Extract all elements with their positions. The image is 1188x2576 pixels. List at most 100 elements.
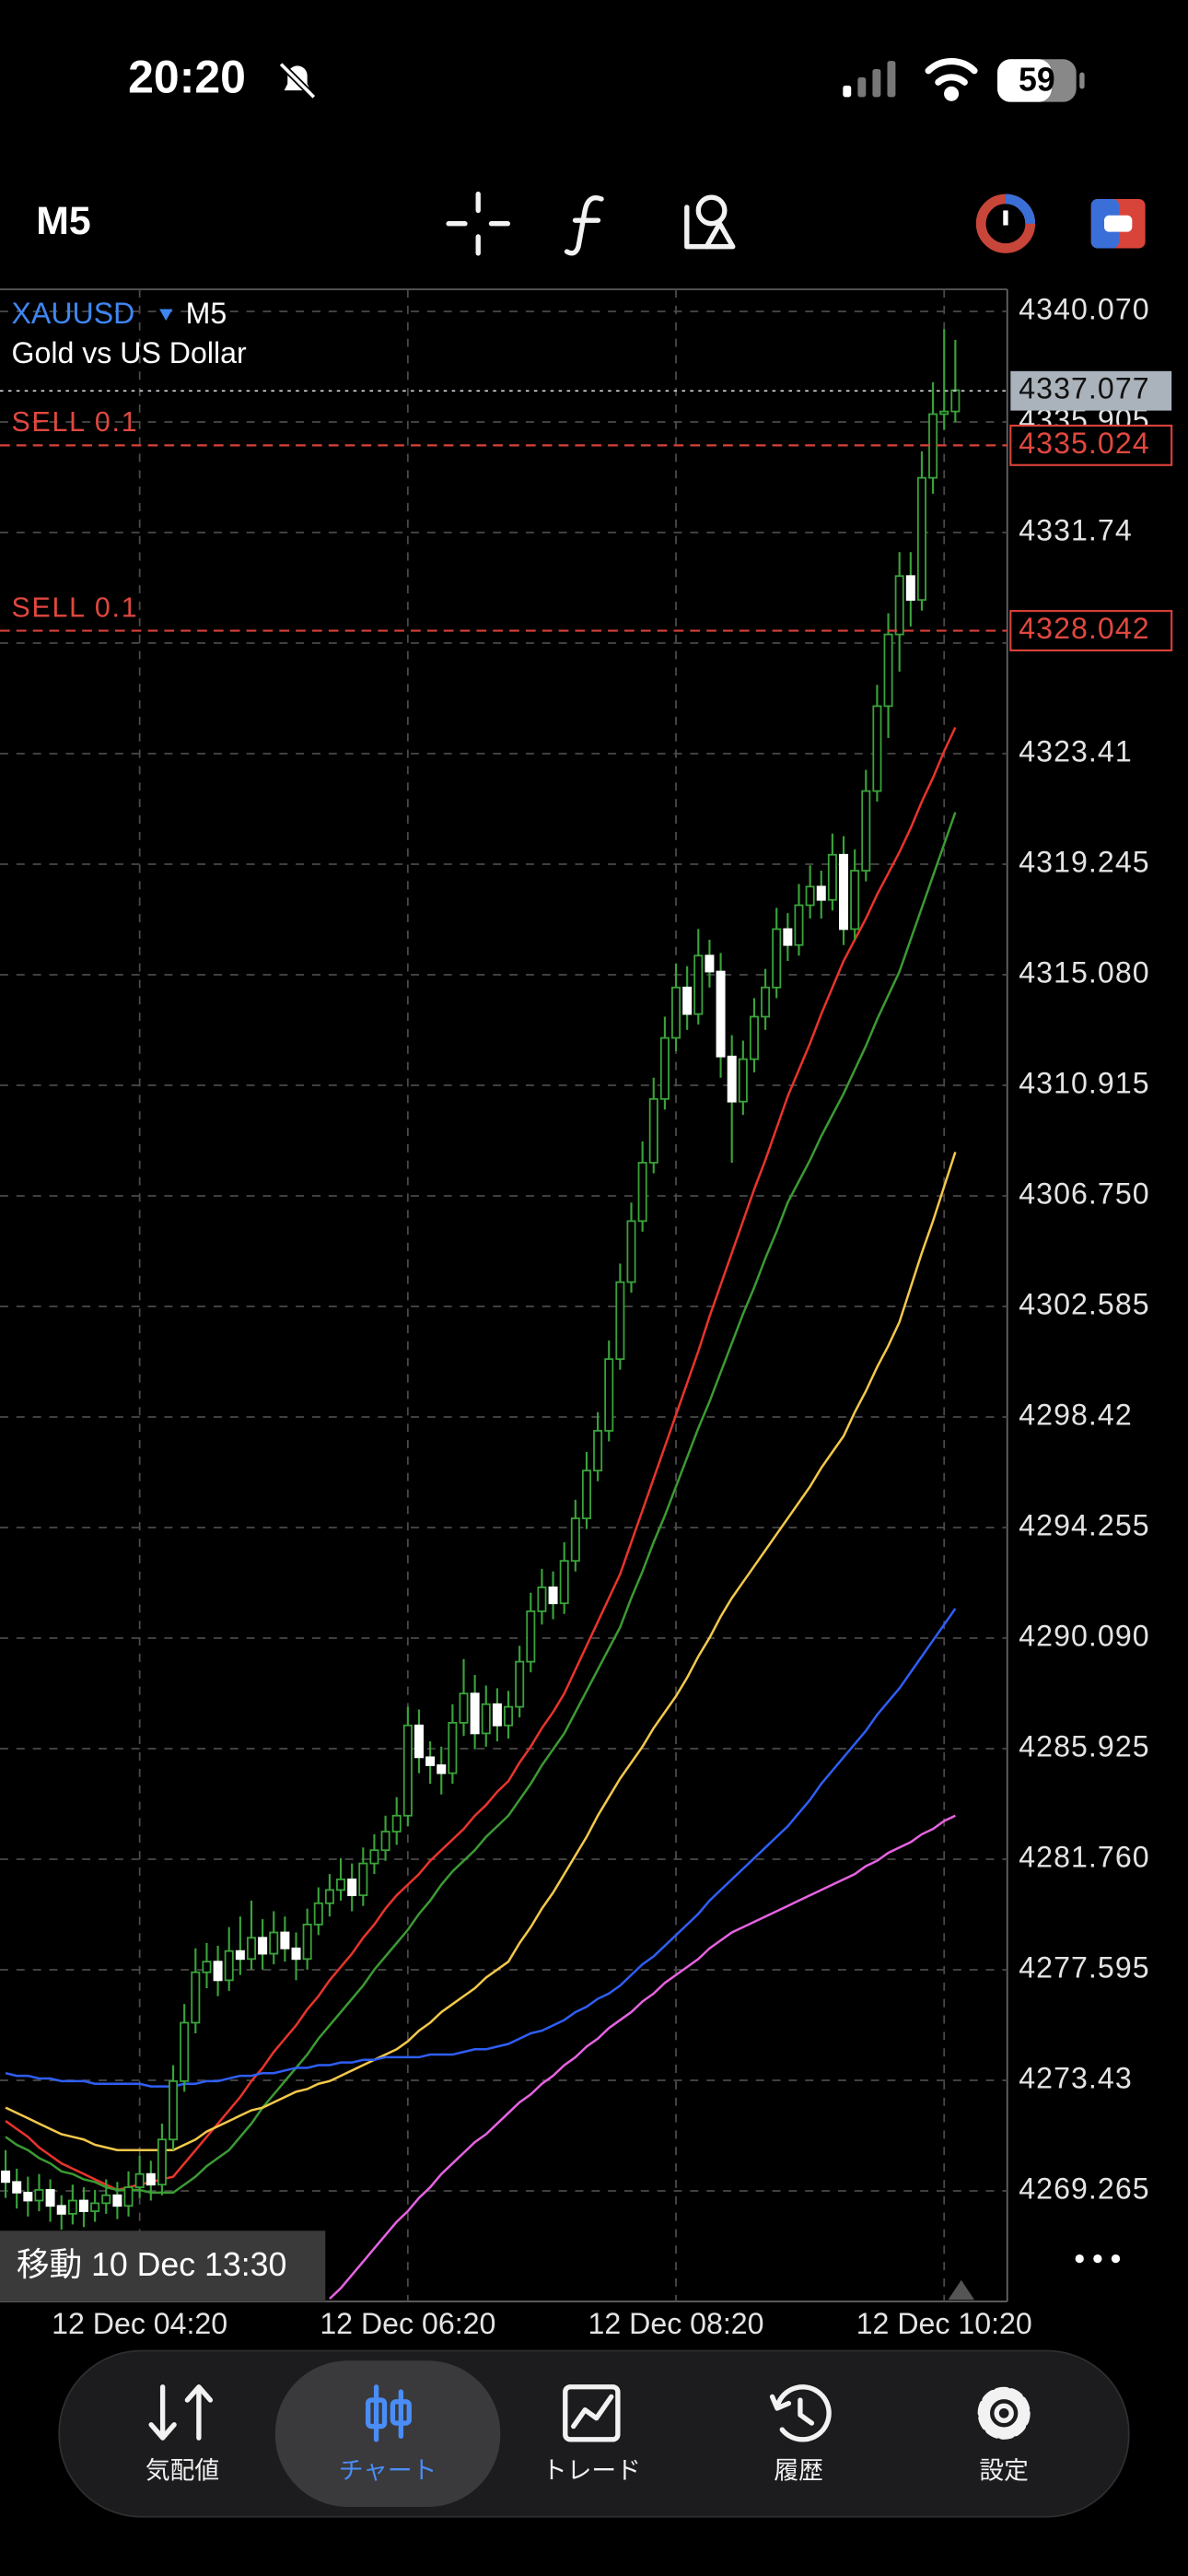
candle-body <box>291 1947 301 1961</box>
tab-label[interactable]: 設定 <box>979 2457 1029 2485</box>
quotes-icon[interactable] <box>148 2384 214 2441</box>
candle-body <box>324 1889 334 1904</box>
candle-body <box>146 2172 156 2186</box>
candle-body <box>593 1430 603 1472</box>
y-tick-label: 4323.41 <box>1019 734 1133 767</box>
candle-body <box>481 1703 491 1735</box>
tab-label[interactable]: チャート <box>339 2457 437 2485</box>
one-click-button[interactable] <box>975 193 1036 253</box>
candle-body <box>23 2191 33 2202</box>
candle-body <box>246 1937 256 1961</box>
y-tick-label: 4306.750 <box>1019 1177 1149 1210</box>
trade-icon[interactable] <box>563 2384 621 2442</box>
candle-body <box>928 413 938 479</box>
candle-body <box>169 2079 179 2141</box>
indicators-button[interactable] <box>564 195 604 256</box>
candle-body <box>313 1902 323 1926</box>
candle-body <box>302 1923 312 1961</box>
candle-body <box>883 633 893 708</box>
tab-label[interactable]: 気配値 <box>146 2457 219 2485</box>
candle-body <box>1 2170 11 2184</box>
candle-body <box>626 1220 636 1283</box>
tab-label[interactable]: 履歴 <box>774 2457 823 2485</box>
candle-body <box>805 885 815 907</box>
candle-body <box>659 1036 670 1100</box>
candle-body <box>425 1756 436 1766</box>
candle-body <box>504 1705 514 1727</box>
candle-layer <box>1 329 961 2231</box>
y-tick-label: 4281.760 <box>1019 1840 1149 1873</box>
candle-body <box>648 1097 658 1164</box>
candle-body <box>794 904 804 946</box>
indicator-line <box>5 1152 957 2152</box>
tab-labels: 気配値 チャート トレード 履歴 設定 <box>146 2457 1029 2485</box>
signal-icon <box>843 61 896 98</box>
bid-price: 4337.077 <box>1019 372 1149 405</box>
candle-body <box>347 1878 357 1897</box>
chart-icon[interactable] <box>365 2384 412 2442</box>
candle-body <box>839 853 849 931</box>
y-tick-label: 4277.595 <box>1019 1950 1149 1984</box>
candle-body <box>916 476 926 602</box>
shift-marker[interactable] <box>948 2279 975 2301</box>
symbol[interactable]: XAUUSD <box>11 297 134 330</box>
silent-icon <box>278 62 317 100</box>
candle-body <box>861 790 871 872</box>
candle-body <box>224 1950 234 1982</box>
tab-label[interactable]: トレード <box>542 2457 641 2485</box>
candle-body <box>772 928 782 989</box>
more-button[interactable] <box>1075 2254 1121 2264</box>
wifi-icon <box>925 58 978 101</box>
trade-button[interactable] <box>1090 198 1146 249</box>
y-tick-label: 4298.42 <box>1019 1398 1133 1431</box>
order-label: SELL 0.1 <box>11 592 138 623</box>
candle-body <box>123 2186 134 2207</box>
candle-body <box>437 1764 447 1774</box>
candle-body <box>336 1878 346 1891</box>
candle-body <box>269 1931 279 1955</box>
x-tick-label: 12 Dec 08:20 <box>588 2307 764 2340</box>
candle-body <box>459 1692 469 1724</box>
candle-body <box>380 1831 390 1852</box>
y-tick-label: 4310.915 <box>1019 1066 1149 1099</box>
candle-body <box>369 1849 379 1865</box>
clock: 20:20 <box>128 52 246 103</box>
candle-body <box>492 1703 502 1727</box>
y-tick-label: 4285.925 <box>1019 1729 1149 1762</box>
candle-body <box>180 2021 190 2082</box>
candle-body <box>581 1469 591 1519</box>
candle-body <box>559 1560 569 1605</box>
candle-body <box>950 389 961 413</box>
candle-body <box>134 2172 145 2188</box>
candle-body <box>448 1721 458 1774</box>
candle-body <box>905 575 915 602</box>
candle-body <box>526 1610 536 1663</box>
timeframe-button[interactable]: M5 <box>36 199 90 243</box>
candle-body <box>705 954 715 973</box>
scroll-overlay[interactable]: 移動 10 Dec 13:30 <box>17 2246 286 2283</box>
candle-body <box>537 1587 547 1612</box>
order-price: 4328.042 <box>1019 612 1149 645</box>
settings-icon[interactable] <box>977 2386 1031 2440</box>
symbol-description: Gold vs US Dollar <box>11 336 246 369</box>
symbol-dropdown[interactable] <box>159 309 173 321</box>
y-tick-label: 4319.245 <box>1019 845 1149 878</box>
candle-body <box>716 970 726 1058</box>
candle-body <box>749 1015 759 1060</box>
x-tick-label: 12 Dec 06:20 <box>320 2307 495 2340</box>
y-tick-label: 4331.74 <box>1019 513 1133 546</box>
history-icon[interactable] <box>769 2384 832 2442</box>
indicator-line <box>5 1608 957 2088</box>
candle-body <box>413 1724 424 1759</box>
objects-button[interactable] <box>684 194 736 250</box>
y-tick-label: 4273.43 <box>1019 2061 1133 2094</box>
candle-body <box>112 2194 122 2207</box>
tab-bar <box>58 2349 1130 2518</box>
candle-body <box>872 705 882 792</box>
candle-body <box>358 1862 368 1897</box>
crosshair-button[interactable] <box>446 191 511 256</box>
candle-body <box>548 1587 558 1605</box>
